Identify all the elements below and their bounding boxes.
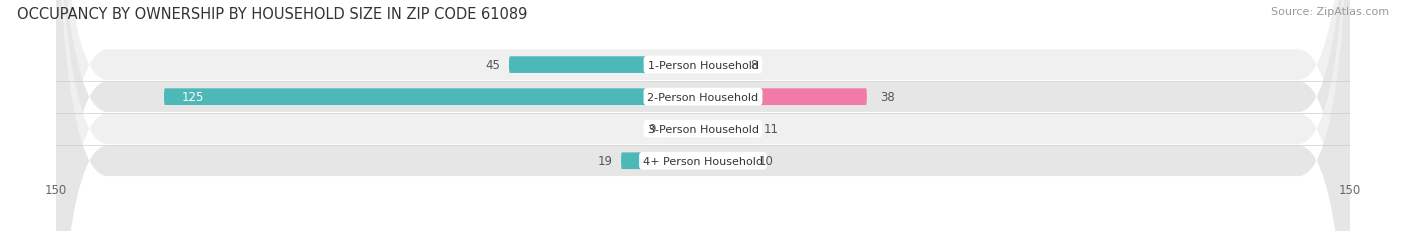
Text: 9: 9 (648, 123, 655, 136)
Text: 19: 19 (598, 155, 613, 167)
FancyBboxPatch shape (56, 0, 1350, 231)
Text: 11: 11 (763, 123, 779, 136)
FancyBboxPatch shape (509, 57, 703, 74)
FancyBboxPatch shape (56, 0, 1350, 231)
Text: Source: ZipAtlas.com: Source: ZipAtlas.com (1271, 7, 1389, 17)
FancyBboxPatch shape (703, 57, 738, 74)
Text: 125: 125 (181, 91, 204, 104)
FancyBboxPatch shape (703, 121, 751, 137)
Text: 3-Person Household: 3-Person Household (648, 124, 758, 134)
FancyBboxPatch shape (664, 121, 703, 137)
Text: OCCUPANCY BY OWNERSHIP BY HOUSEHOLD SIZE IN ZIP CODE 61089: OCCUPANCY BY OWNERSHIP BY HOUSEHOLD SIZE… (17, 7, 527, 22)
Text: 2-Person Household: 2-Person Household (647, 92, 759, 102)
FancyBboxPatch shape (703, 153, 747, 169)
Legend: Owner-occupied, Renter-occupied: Owner-occupied, Renter-occupied (581, 226, 825, 231)
Text: 38: 38 (880, 91, 894, 104)
Text: 1-Person Household: 1-Person Household (648, 60, 758, 70)
FancyBboxPatch shape (165, 89, 703, 106)
FancyBboxPatch shape (703, 89, 868, 106)
Text: 10: 10 (759, 155, 773, 167)
Text: 8: 8 (751, 59, 758, 72)
FancyBboxPatch shape (56, 0, 1350, 231)
FancyBboxPatch shape (621, 153, 703, 169)
FancyBboxPatch shape (56, 0, 1350, 231)
Text: 4+ Person Household: 4+ Person Household (643, 156, 763, 166)
Text: 45: 45 (485, 59, 501, 72)
